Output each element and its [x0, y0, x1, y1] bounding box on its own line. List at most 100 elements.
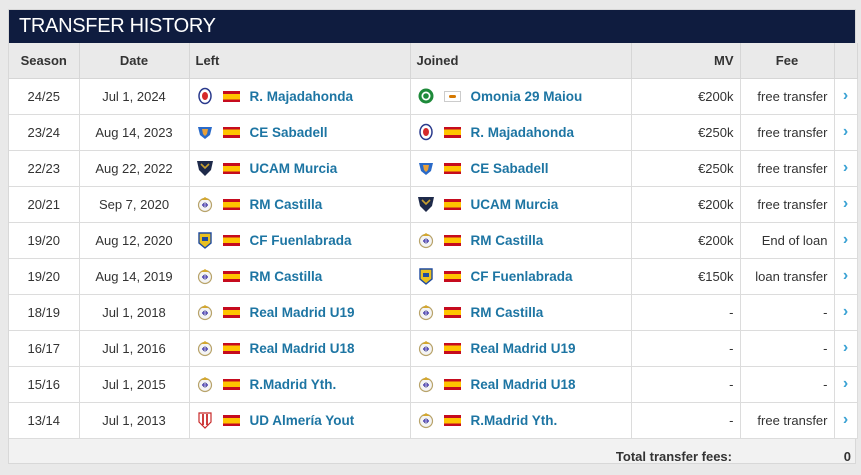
total-fees-value: 0	[843, 449, 851, 464]
chevron-right-icon[interactable]: ›	[842, 303, 849, 320]
left-club-link[interactable]: R.Madrid Yth.	[249, 376, 337, 392]
left-club-link[interactable]: Real Madrid U18	[249, 340, 355, 356]
ucam-crest-icon[interactable]	[196, 159, 214, 177]
joined-club-cell: Real Madrid U18	[410, 366, 632, 403]
transfer-detail-cell[interactable]: ›	[834, 78, 858, 115]
spain-flag-icon	[222, 90, 240, 102]
spain-flag-icon	[443, 414, 461, 426]
left-club-cell: R.Madrid Yth.	[189, 366, 411, 403]
chevron-right-icon[interactable]: ›	[842, 411, 849, 428]
chevron-right-icon[interactable]: ›	[842, 267, 849, 284]
joined-club-link[interactable]: Real Madrid U19	[470, 340, 576, 356]
transfer-detail-cell[interactable]: ›	[834, 402, 858, 439]
joined-club-link[interactable]: UCAM Murcia	[470, 196, 559, 212]
realmadrid-crest-icon[interactable]	[417, 339, 435, 357]
joined-club-link[interactable]: R. Majadahonda	[470, 124, 575, 140]
col-joined: Joined	[410, 43, 632, 79]
left-club-link[interactable]: CE Sabadell	[249, 124, 328, 140]
transfer-detail-cell[interactable]: ›	[834, 150, 858, 187]
majadahonda-crest-icon[interactable]	[196, 87, 214, 105]
joined-club-link[interactable]: RM Castilla	[470, 232, 544, 248]
spain-flag-icon	[443, 234, 461, 246]
chevron-right-icon[interactable]: ›	[842, 195, 849, 212]
joined-club-cell: UCAM Murcia	[410, 186, 632, 223]
left-club-cell: R. Majadahonda	[189, 78, 411, 115]
transfer-detail-cell[interactable]: ›	[834, 366, 858, 403]
transfer-detail-cell[interactable]: ›	[834, 114, 858, 151]
joined-club-link[interactable]: Real Madrid U18	[470, 376, 576, 392]
left-club-cell: UCAM Murcia	[189, 150, 411, 187]
left-club-cell: CE Sabadell	[189, 114, 411, 151]
spain-flag-icon	[222, 126, 240, 138]
chevron-right-icon[interactable]: ›	[842, 87, 849, 104]
joined-club-link[interactable]: R.Madrid Yth.	[470, 412, 558, 428]
spain-flag-icon	[222, 162, 240, 174]
col-action	[834, 43, 858, 79]
season-cell: 20/21	[9, 186, 80, 223]
almeria-crest-icon[interactable]	[196, 411, 214, 429]
joined-club-link[interactable]: CF Fuenlabrada	[470, 268, 573, 284]
left-club-link[interactable]: UCAM Murcia	[249, 160, 338, 176]
joined-club-cell: CF Fuenlabrada	[410, 258, 632, 295]
spain-flag-icon	[222, 198, 240, 210]
season-cell: 19/20	[9, 222, 80, 259]
joined-club-link[interactable]: Omonia 29 Maiou	[470, 88, 583, 104]
chevron-right-icon[interactable]: ›	[842, 375, 849, 392]
transfer-history-panel: TRANSFER HISTORY Season Date Left Joined…	[8, 9, 858, 464]
fuenlabrada-crest-icon[interactable]	[417, 267, 435, 285]
chevron-right-icon[interactable]: ›	[842, 231, 849, 248]
left-club-link[interactable]: RM Castilla	[249, 268, 323, 284]
realmadrid-crest-icon[interactable]	[196, 195, 214, 213]
realmadrid-crest-icon[interactable]	[196, 267, 214, 285]
spain-flag-icon	[443, 378, 461, 390]
left-club-link[interactable]: RM Castilla	[249, 196, 323, 212]
panel-title: TRANSFER HISTORY	[9, 10, 855, 43]
spain-flag-icon	[222, 378, 240, 390]
realmadrid-crest-icon[interactable]	[196, 339, 214, 357]
chevron-right-icon[interactable]: ›	[842, 339, 849, 356]
table-row: 16/17 Jul 1, 2016 Real Madrid U18 Real M…	[9, 330, 858, 367]
realmadrid-crest-icon[interactable]	[417, 375, 435, 393]
date-cell: Jul 1, 2015	[79, 366, 190, 403]
sabadell-crest-icon[interactable]	[196, 123, 214, 141]
market-value-cell: -	[631, 330, 741, 367]
market-value-cell: -	[631, 294, 741, 331]
col-season: Season	[9, 43, 80, 79]
chevron-right-icon[interactable]: ›	[842, 159, 849, 176]
chevron-right-icon[interactable]: ›	[842, 123, 849, 140]
market-value-cell: -	[631, 366, 741, 403]
table-footer: Total transfer fees: 0	[9, 439, 855, 475]
sabadell-crest-icon[interactable]	[417, 159, 435, 177]
joined-club-link[interactable]: CE Sabadell	[470, 160, 549, 176]
realmadrid-crest-icon[interactable]	[417, 303, 435, 321]
market-value-cell: €250k	[631, 114, 741, 151]
transfer-detail-cell[interactable]: ›	[834, 294, 858, 331]
left-club-link[interactable]: UD Almería Yout	[249, 412, 355, 428]
realmadrid-crest-icon[interactable]	[417, 231, 435, 249]
left-club-link[interactable]: Real Madrid U19	[249, 304, 355, 320]
spain-flag-icon	[222, 342, 240, 354]
fee-cell: free transfer	[740, 150, 835, 187]
transfer-detail-cell[interactable]: ›	[834, 258, 858, 295]
left-club-link[interactable]: R. Majadahonda	[249, 88, 354, 104]
fee-cell: free transfer	[740, 114, 835, 151]
market-value-cell: €200k	[631, 222, 741, 259]
ucam-crest-icon[interactable]	[417, 195, 435, 213]
omonia-crest-icon[interactable]	[417, 87, 435, 105]
realmadrid-crest-icon[interactable]	[196, 375, 214, 393]
spain-flag-icon	[443, 342, 461, 354]
transfer-detail-cell[interactable]: ›	[834, 186, 858, 223]
realmadrid-crest-icon[interactable]	[196, 303, 214, 321]
fee-cell: -	[740, 366, 835, 403]
season-cell: 16/17	[9, 330, 80, 367]
realmadrid-crest-icon[interactable]	[417, 411, 435, 429]
date-cell: Aug 22, 2022	[79, 150, 190, 187]
fuenlabrada-crest-icon[interactable]	[196, 231, 214, 249]
majadahonda-crest-icon[interactable]	[417, 123, 435, 141]
left-club-link[interactable]: CF Fuenlabrada	[249, 232, 352, 248]
transfer-detail-cell[interactable]: ›	[834, 330, 858, 367]
transfer-detail-cell[interactable]: ›	[834, 222, 858, 259]
date-cell: Aug 12, 2020	[79, 222, 190, 259]
spain-flag-icon	[222, 414, 240, 426]
joined-club-link[interactable]: RM Castilla	[470, 304, 544, 320]
